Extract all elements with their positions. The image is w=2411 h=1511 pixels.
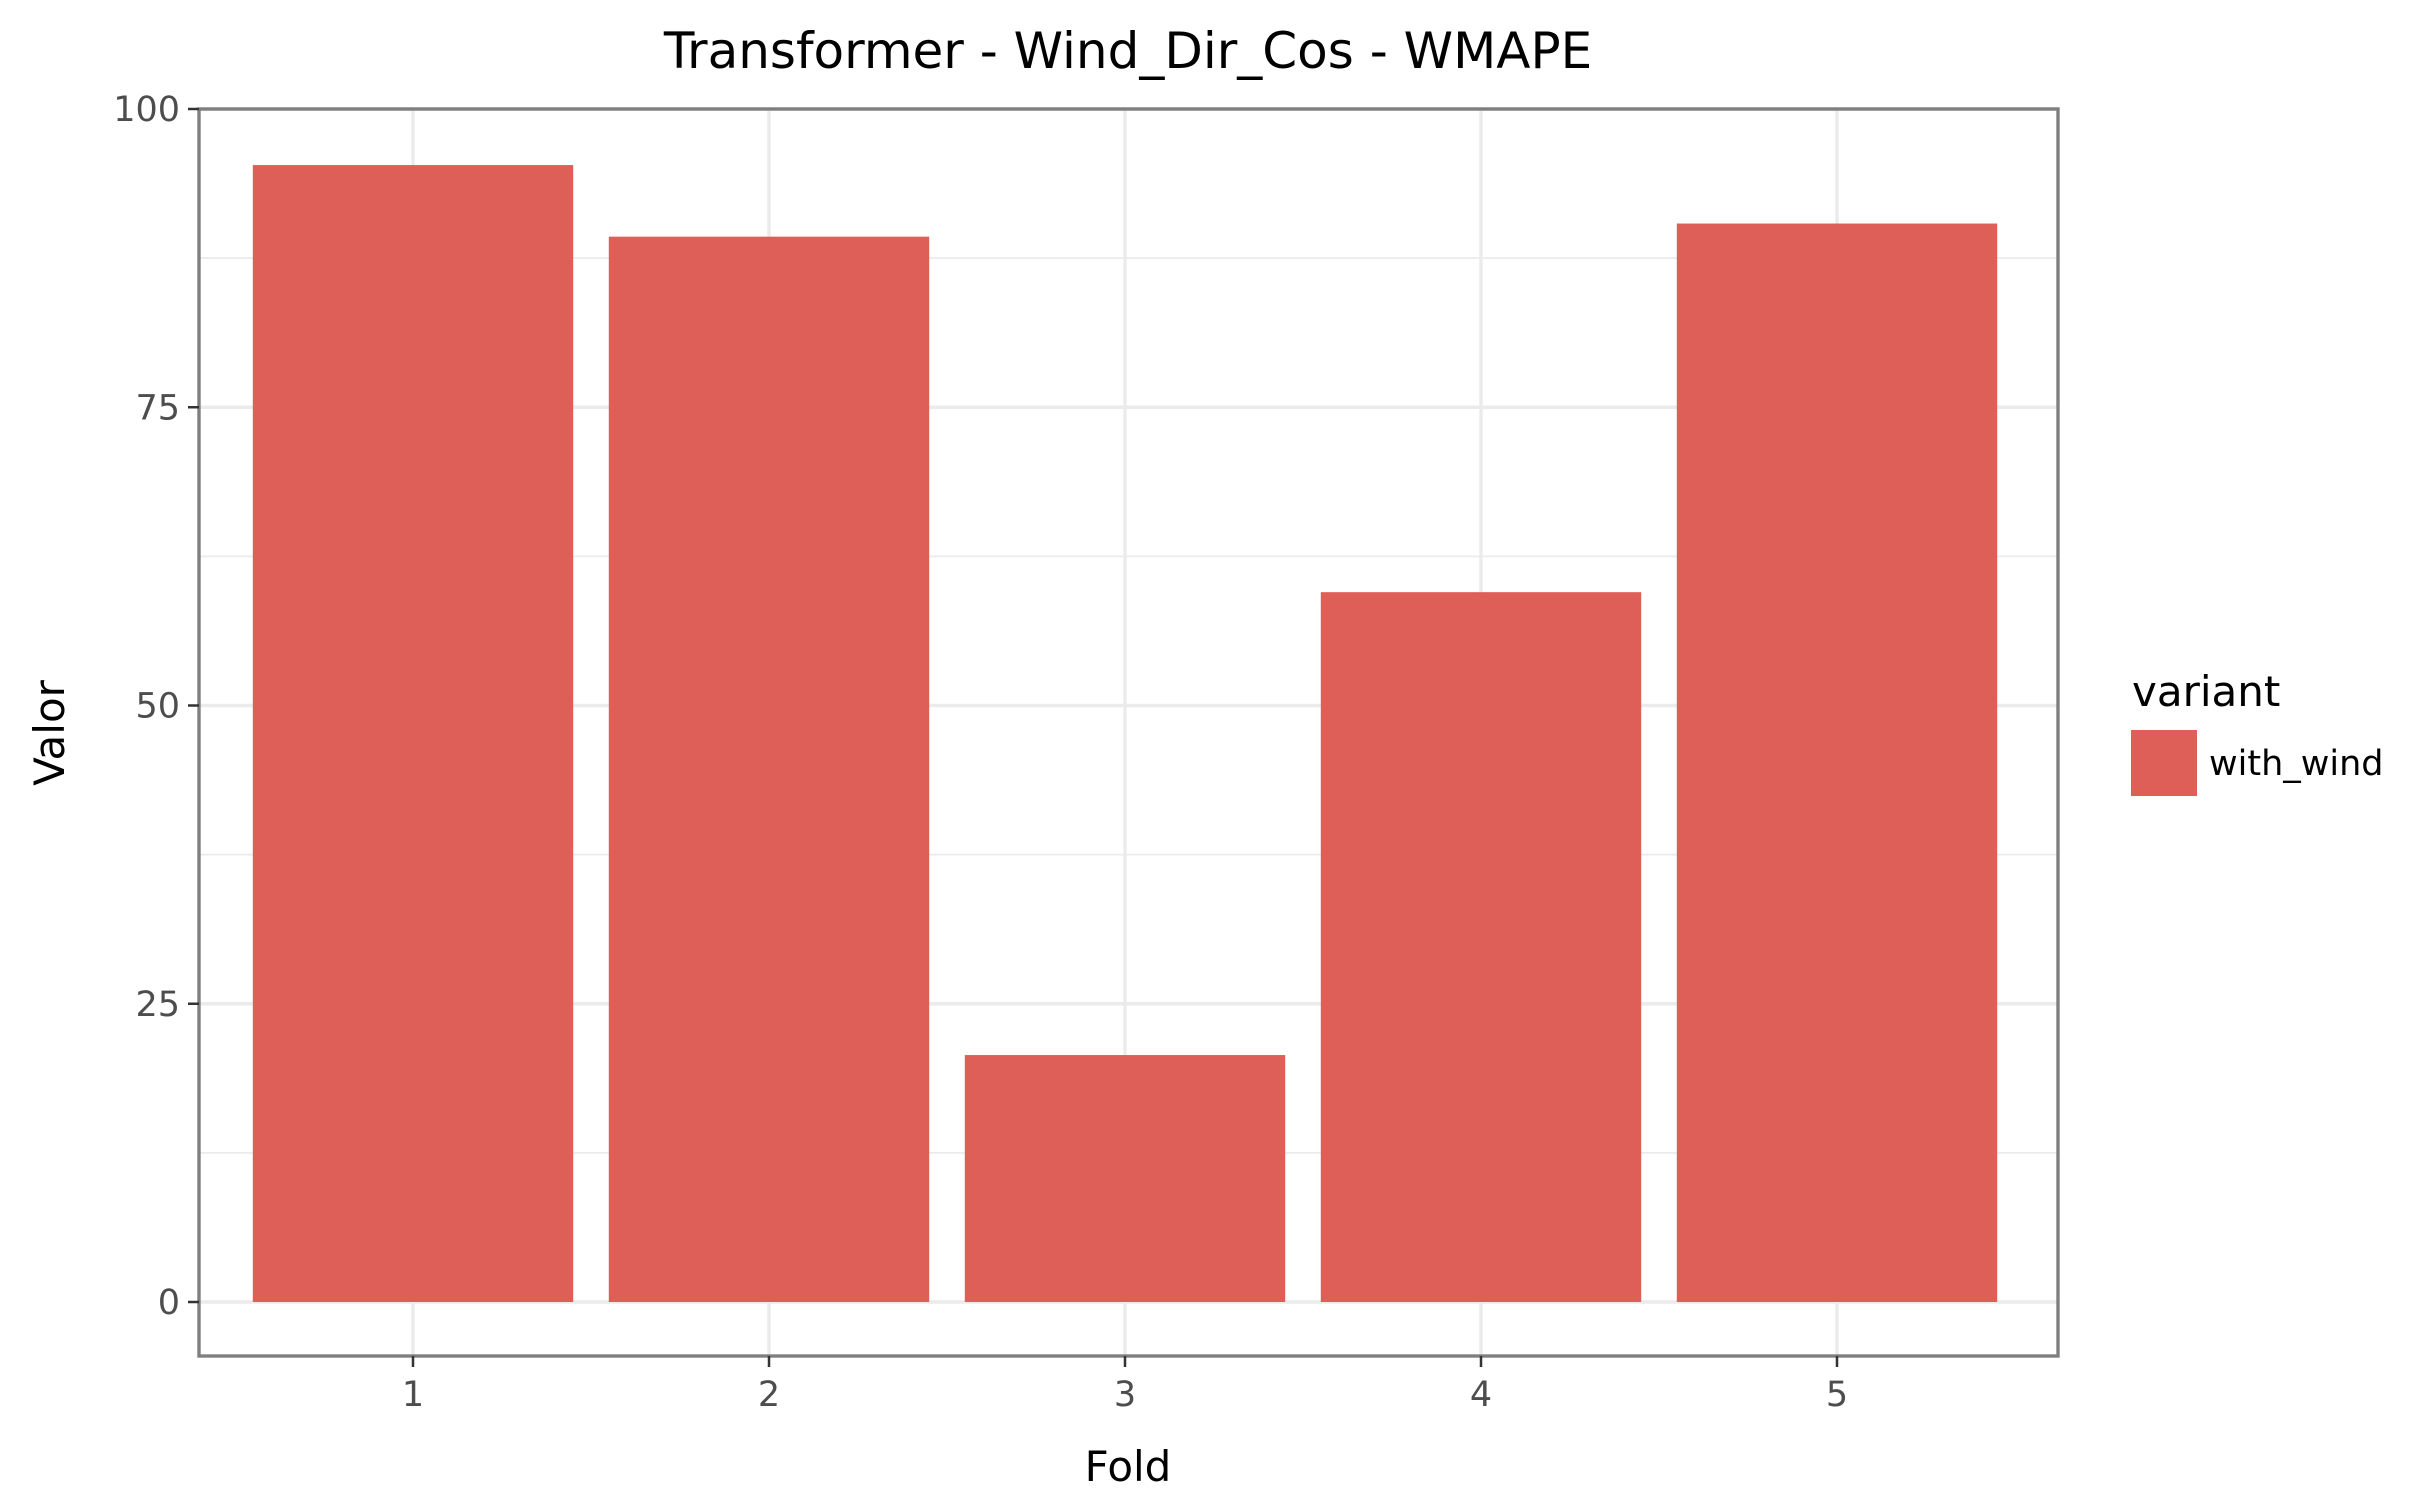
y-axis-ticks: 0 25 50 75 100: [113, 90, 199, 1323]
y-axis-title: Valor: [25, 679, 74, 786]
x-tick-label: 2: [758, 1375, 780, 1415]
y-tick-label: 75: [135, 388, 180, 428]
x-tick-label: 4: [1470, 1375, 1492, 1415]
x-axis-ticks: 1 2 3 4 5: [402, 1356, 1848, 1415]
bar-4: [1320, 592, 1642, 1302]
x-tick-label: 3: [1114, 1375, 1136, 1415]
legend-entries: with_wind: [2131, 730, 2384, 796]
legend: variant with_wind: [2131, 667, 2384, 796]
y-tick-label: 50: [135, 687, 180, 727]
legend-label: with_wind: [2209, 744, 2384, 784]
x-tick-label: 5: [1826, 1375, 1848, 1415]
x-axis-title: Fold: [1085, 1442, 1172, 1491]
bar-3: [964, 1055, 1286, 1302]
y-tick-label: 25: [135, 985, 180, 1025]
bar-5: [1676, 223, 1998, 1303]
legend-swatch: [2131, 730, 2197, 796]
bar-2: [608, 236, 930, 1302]
legend-title: variant: [2132, 667, 2280, 716]
plot-border: [197, 107, 2060, 1358]
y-tick-label: 100: [113, 90, 180, 130]
y-tick-label: 0: [158, 1283, 180, 1323]
bar-1: [252, 165, 574, 1302]
bars: [252, 165, 1998, 1303]
x-tick-label: 1: [402, 1375, 424, 1415]
chart-title: Transformer - Wind_Dir_Cos - WMAPE: [663, 22, 1592, 80]
